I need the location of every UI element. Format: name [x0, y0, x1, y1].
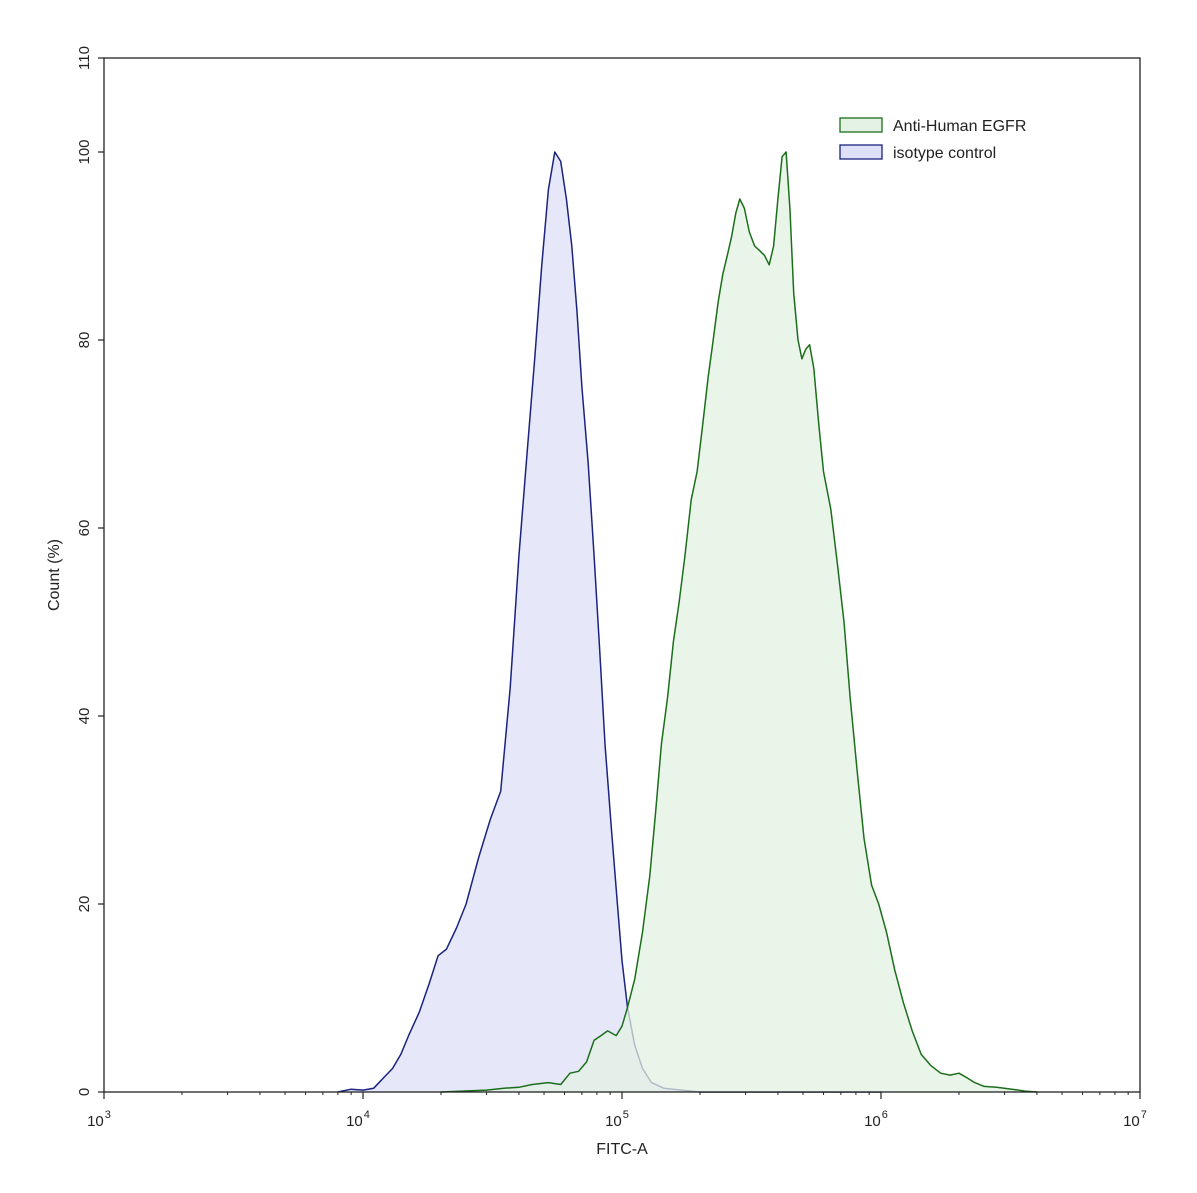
series-layer	[337, 151, 1037, 1093]
x-axis-title: FITC-A	[596, 1141, 648, 1158]
legend-swatch	[839, 144, 883, 160]
x-tick-exponent: 4	[364, 1109, 370, 1121]
x-tick-label: 106	[864, 1109, 888, 1130]
x-axis-ticks: 103 104 105 106 107	[87, 1092, 1147, 1130]
x-tick-label: 103	[87, 1109, 111, 1130]
series-area-anti-human-egfr	[441, 152, 1037, 1092]
x-tick-label: 107	[1123, 1109, 1147, 1130]
legend-swatch	[839, 117, 883, 133]
y-axis-ticks: 0 20 40 60 80 100 110	[76, 46, 104, 1096]
y-tick-label: 110	[76, 46, 93, 70]
y-tick-label: 40	[76, 708, 93, 725]
y-tick-label: 0	[76, 1088, 93, 1096]
x-tick-exponent: 7	[1141, 1109, 1147, 1121]
x-tick-label: 104	[346, 1109, 370, 1130]
legend-label: Anti-Human EGFR	[893, 118, 1026, 135]
y-tick-label: 20	[76, 896, 93, 913]
x-tick-exponent: 5	[623, 1109, 629, 1121]
legend: Anti-Human EGFR isotype control	[839, 117, 1026, 162]
x-tick-exponent: 6	[882, 1109, 888, 1121]
series-line-anti-human-egfr	[440, 151, 1037, 1093]
y-tick-label: 80	[76, 332, 93, 349]
y-axis-title: Count (%)	[46, 539, 63, 611]
series-area-isotype-control	[337, 152, 881, 1092]
x-tick-exponent: 3	[105, 1109, 111, 1121]
x-tick-label: 105	[605, 1109, 629, 1130]
plot-frame	[103, 57, 1141, 1093]
legend-label: isotype control	[893, 145, 996, 162]
y-tick-label: 100	[76, 139, 93, 164]
y-tick-label: 60	[76, 520, 93, 537]
